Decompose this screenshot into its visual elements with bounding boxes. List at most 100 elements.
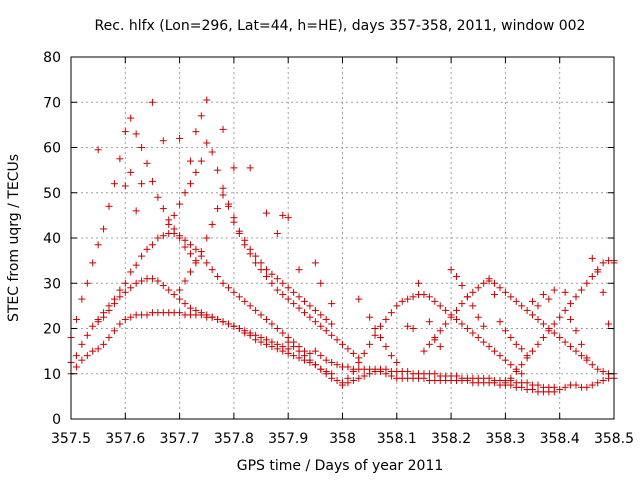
data-point — [572, 347, 580, 355]
data-point — [279, 211, 287, 219]
data-point — [311, 318, 319, 326]
data-point — [425, 340, 433, 348]
data-point — [208, 220, 216, 228]
data-point — [72, 352, 80, 360]
data-point — [219, 318, 227, 326]
data-point — [431, 370, 439, 378]
data-point — [545, 295, 553, 303]
data-point — [170, 291, 178, 299]
data-point — [273, 286, 281, 294]
data-point — [181, 189, 189, 197]
data-point — [181, 300, 189, 308]
data-point — [507, 361, 515, 369]
data-point — [572, 381, 580, 389]
data-point — [116, 155, 124, 163]
data-point — [214, 166, 222, 174]
data-point — [501, 288, 509, 296]
data-point — [355, 295, 363, 303]
data-point — [453, 306, 461, 314]
data-point — [322, 370, 330, 378]
data-point — [431, 297, 439, 305]
data-point — [279, 291, 287, 299]
data-point — [159, 232, 167, 240]
data-point — [94, 146, 102, 154]
data-point — [72, 315, 80, 323]
data-point — [355, 358, 363, 366]
data-point — [496, 318, 504, 326]
data-point — [485, 374, 493, 382]
data-point — [121, 279, 129, 287]
data-point — [431, 336, 439, 344]
data-point — [398, 297, 406, 305]
data-point — [306, 313, 314, 321]
data-point — [377, 334, 385, 342]
data-point — [295, 354, 303, 362]
data-point — [322, 327, 330, 335]
data-point — [300, 297, 308, 305]
data-point — [539, 320, 547, 328]
data-point — [132, 207, 140, 215]
data-point — [344, 345, 352, 353]
data-point — [241, 241, 249, 249]
data-point — [534, 302, 542, 310]
data-point — [165, 286, 173, 294]
data-point — [556, 334, 564, 342]
data-point — [588, 272, 596, 280]
data-point — [404, 367, 412, 375]
data-point — [148, 177, 156, 185]
data-point — [116, 293, 124, 301]
data-point — [550, 383, 558, 391]
data-point — [192, 259, 200, 267]
data-point — [89, 322, 97, 330]
data-point — [458, 320, 466, 328]
data-point — [121, 288, 129, 296]
data-point — [567, 300, 575, 308]
data-point — [463, 325, 471, 332]
y-tick-label: 60 — [43, 141, 61, 157]
data-point — [469, 329, 477, 337]
data-point — [317, 365, 325, 373]
data-point — [420, 347, 428, 355]
data-point — [110, 300, 118, 308]
data-point — [328, 331, 336, 339]
y-tick-label: 0 — [52, 412, 61, 428]
data-point — [572, 293, 580, 301]
data-point — [138, 252, 146, 260]
data-point — [186, 157, 194, 165]
data-point — [393, 302, 401, 310]
data-point — [83, 352, 91, 360]
data-point — [300, 309, 308, 317]
data-point — [284, 345, 292, 353]
data-point — [127, 284, 135, 292]
data-point — [176, 286, 184, 294]
data-point — [279, 343, 287, 351]
data-point — [594, 365, 602, 373]
data-point — [518, 302, 526, 310]
data-point — [186, 304, 194, 312]
data-point — [344, 374, 352, 382]
data-point — [295, 347, 303, 355]
y-tick-label: 30 — [43, 276, 61, 292]
data-point — [507, 293, 515, 301]
x-tick-label: 357.8 — [214, 431, 254, 447]
data-point — [387, 309, 395, 317]
data-point — [317, 322, 325, 330]
data-point — [594, 268, 602, 276]
data-point — [197, 309, 205, 317]
x-tick-label: 358.5 — [594, 431, 634, 447]
data-point — [550, 329, 558, 337]
data-point — [311, 361, 319, 369]
data-point — [230, 164, 238, 172]
data-point — [311, 347, 319, 355]
data-point — [186, 241, 194, 249]
data-point — [252, 259, 260, 267]
data-point — [284, 284, 292, 292]
data-point — [501, 327, 509, 335]
data-point — [518, 345, 526, 353]
data-point — [262, 315, 270, 323]
data-point — [268, 270, 276, 278]
data-point — [447, 313, 455, 321]
data-point — [176, 295, 184, 303]
data-point — [339, 340, 346, 348]
